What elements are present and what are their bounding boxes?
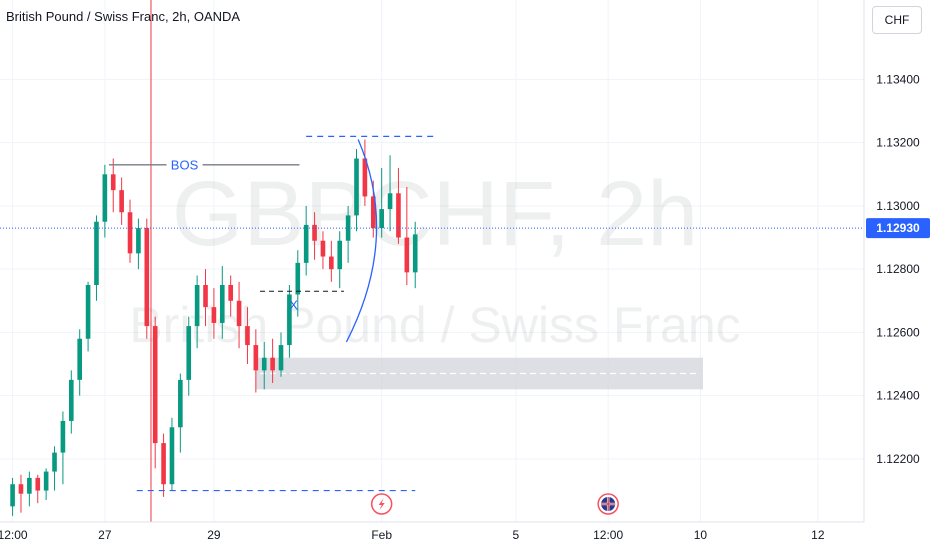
currency-button[interactable]: CHF bbox=[872, 6, 922, 34]
lightning-glyph bbox=[378, 498, 385, 510]
chart-title: British Pound / Swiss Franc, 2h, OANDA bbox=[6, 9, 241, 24]
candle-body bbox=[228, 284, 233, 301]
candle-body bbox=[219, 284, 225, 323]
candle-body bbox=[144, 228, 150, 327]
candle-body bbox=[18, 484, 24, 494]
candle-body bbox=[396, 193, 401, 238]
candle-body bbox=[303, 224, 309, 263]
candle-body bbox=[102, 174, 108, 222]
x-label: X bbox=[289, 297, 298, 312]
bos-label: BOS bbox=[171, 157, 199, 172]
candle-body bbox=[152, 326, 158, 444]
candle-body bbox=[404, 237, 410, 273]
candle-body bbox=[295, 262, 301, 295]
candle-body bbox=[337, 240, 343, 270]
candle-body bbox=[312, 224, 317, 241]
price-tick-label: 1.12400 bbox=[876, 389, 920, 403]
demand-zone-border bbox=[150, 0, 152, 522]
dividend-lightning-icon[interactable] bbox=[370, 493, 393, 515]
candle-body bbox=[186, 326, 192, 380]
watermark-symbol: GBPCHF, 2h bbox=[172, 163, 699, 265]
candle-body bbox=[412, 234, 418, 273]
candle-body bbox=[379, 209, 384, 229]
time-tick-label: 27 bbox=[98, 528, 112, 542]
price-tick-label: 1.13400 bbox=[876, 72, 920, 86]
price-tick-label: 1.12800 bbox=[876, 262, 920, 276]
drawings-layer[interactable] bbox=[8, 0, 703, 522]
time-tick-label: 12 bbox=[811, 528, 825, 542]
candle-body bbox=[68, 379, 74, 421]
price-tick-label: 1.13200 bbox=[876, 136, 920, 150]
candle-body bbox=[387, 193, 393, 210]
candle-body bbox=[27, 477, 32, 494]
candle-body bbox=[110, 174, 116, 191]
candle-body bbox=[354, 158, 359, 216]
price-axis[interactable]: 1.13400 1.13200 1.13000 1.12800 1.12600 1.124… bbox=[863, 0, 930, 522]
time-tick-label: 12:00 bbox=[593, 528, 623, 542]
time-axis[interactable]: 12:00 27 29 Feb 5 12:00 10 12 bbox=[0, 521, 864, 542]
candle-body bbox=[287, 294, 292, 346]
annotation-layer[interactable]: BOS X bbox=[0, 135, 864, 515]
price-tick-label: 1.13000 bbox=[876, 199, 920, 213]
candle-body bbox=[77, 338, 82, 380]
candle-body bbox=[203, 284, 208, 308]
time-tick-label: 5 bbox=[513, 528, 520, 542]
time-tick-label: 10 bbox=[694, 528, 708, 542]
candle-body bbox=[362, 158, 368, 197]
time-tick-label: 29 bbox=[207, 528, 221, 542]
time-tick-label: 12:00 bbox=[0, 528, 28, 542]
uk-flag-event-icon[interactable] bbox=[597, 493, 619, 515]
candle-body bbox=[43, 471, 49, 491]
candle-body bbox=[320, 240, 326, 257]
candle-body bbox=[10, 484, 15, 507]
price-tick-label: 1.12200 bbox=[876, 452, 920, 466]
last-price-label: 1.12930 bbox=[876, 221, 920, 235]
candle-body bbox=[85, 284, 91, 339]
candle-body bbox=[245, 326, 250, 346]
candle-body bbox=[370, 196, 376, 229]
candle-body bbox=[35, 477, 41, 491]
candles-layer bbox=[10, 139, 418, 516]
candle-body bbox=[178, 379, 183, 428]
candle-body bbox=[194, 284, 200, 327]
candle-body bbox=[270, 357, 275, 371]
candle-body bbox=[261, 357, 267, 371]
candle-body bbox=[119, 190, 124, 213]
candle-body bbox=[211, 307, 217, 323]
curve-arc bbox=[345, 139, 378, 343]
grid bbox=[0, 0, 864, 522]
candle-body bbox=[136, 228, 141, 254]
watermark-description: British Pound / Swiss Franc bbox=[129, 297, 740, 353]
price-tick-label: 1.12600 bbox=[876, 325, 920, 339]
last-price-tag bbox=[866, 218, 930, 239]
candle-body bbox=[94, 221, 99, 285]
candle-body bbox=[52, 452, 57, 472]
candle-body bbox=[329, 256, 334, 270]
candle-body bbox=[161, 443, 166, 485]
candle-body bbox=[169, 427, 175, 485]
candle-body bbox=[127, 212, 133, 254]
candle-body bbox=[236, 300, 242, 327]
candle-body bbox=[278, 345, 284, 371]
bos-label-bg bbox=[166, 155, 203, 174]
time-tick-label: Feb bbox=[371, 528, 392, 542]
candle-body bbox=[253, 345, 259, 371]
candle-body bbox=[60, 420, 66, 453]
